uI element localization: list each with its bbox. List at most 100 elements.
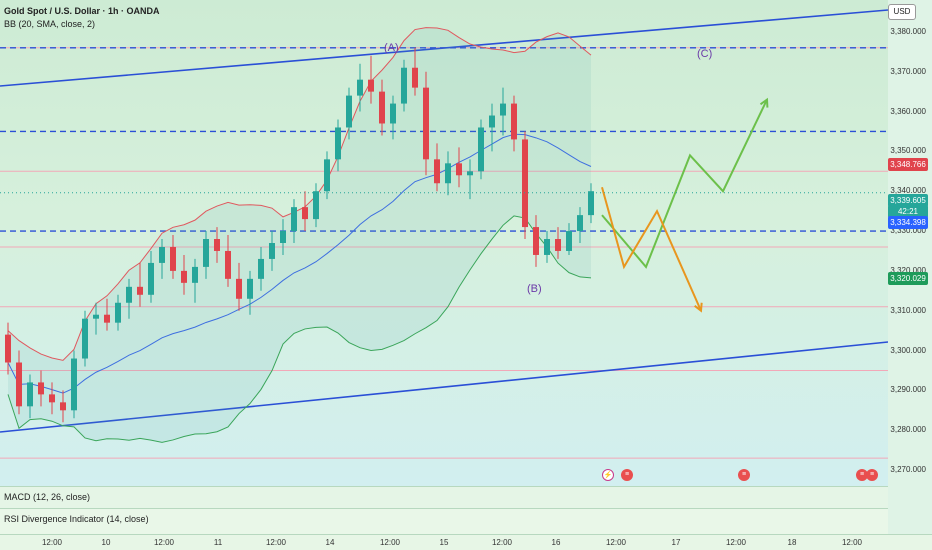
macd-pane[interactable]: MACD (12, 26, close): [0, 486, 888, 508]
price-chart[interactable]: [0, 0, 888, 486]
candle-body: [379, 91, 385, 124]
chart-area[interactable]: [0, 0, 888, 486]
candle-body: [5, 334, 11, 363]
candle-body: [577, 215, 583, 232]
price-tick: 3,270.000: [890, 465, 926, 475]
candle-body: [335, 127, 341, 160]
us-flag-event-icon[interactable]: ≡: [738, 469, 750, 481]
time-tick: 12:00: [379, 538, 401, 547]
candle-body: [126, 286, 132, 303]
us-flag-event-icon[interactable]: ≡: [856, 469, 868, 481]
candle-body: [236, 278, 242, 299]
bb-upper-line: [7, 27, 592, 361]
candle-body: [115, 302, 121, 323]
us-flag-event-icon[interactable]: ≡: [866, 469, 878, 481]
time-tick: 12:00: [265, 538, 287, 547]
time-tick: 12:00: [491, 538, 513, 547]
wave-label-a: (A): [384, 42, 399, 54]
candle-body: [148, 262, 154, 295]
candle-body: [489, 115, 495, 128]
macd-label[interactable]: MACD (12, 26, close): [4, 492, 91, 502]
candle-body: [478, 127, 484, 172]
candle-body: [269, 243, 275, 259]
candle-body: [522, 139, 528, 228]
candle-body: [390, 103, 396, 124]
bar-countdown-tag: 42:21: [888, 205, 928, 218]
time-tick: 12:00: [605, 538, 627, 547]
time-tick: 12:00: [153, 538, 175, 547]
bb-lower-line: [7, 215, 592, 443]
candle-body: [60, 402, 66, 411]
candle-body: [555, 239, 561, 251]
currency-button[interactable]: USD: [888, 4, 916, 20]
time-tick: 11: [213, 538, 223, 547]
lightning-event-icon[interactable]: ⚡: [602, 469, 614, 481]
price-tick: 3,340.000: [890, 186, 926, 196]
candle-body: [401, 67, 407, 104]
time-tick: 12:00: [725, 538, 747, 547]
candle-body: [192, 266, 198, 283]
candle-body: [38, 382, 44, 395]
wave-label-c: (C): [697, 48, 713, 60]
candle-body: [456, 163, 462, 176]
us-flag-event-icon[interactable]: ≡: [621, 469, 633, 481]
rsi-label[interactable]: RSI Divergence Indicator (14, close): [4, 514, 149, 524]
candle-body: [368, 79, 374, 92]
price-tick: 3,330.000: [890, 226, 926, 236]
candle-body: [544, 239, 550, 255]
time-axis[interactable]: 12:00 10 12:00 11 12:00 14 12:00 15 12:00 16 12:00…: [0, 534, 932, 550]
time-tick: 16: [551, 538, 561, 547]
price-tick: 3,280.000: [890, 425, 926, 435]
time-tick: 14: [325, 538, 335, 547]
projection-arrowhead: [694, 302, 703, 313]
rsi-pane[interactable]: RSI Divergence Indicator (14, close): [0, 508, 888, 534]
candle-body: [434, 159, 440, 184]
price-tick: 3,320.000: [890, 265, 926, 275]
candle-body: [511, 103, 517, 140]
price-tick: 3,310.000: [890, 305, 926, 315]
candle-body: [500, 103, 506, 116]
channel-lower-line: [0, 341, 888, 433]
price-tick: 3,370.000: [890, 66, 926, 76]
price-tick: 3,350.000: [890, 146, 926, 156]
candle-body: [93, 314, 99, 319]
candle-body: [71, 358, 77, 411]
candle-body: [16, 362, 22, 407]
projection-arrowhead: [759, 97, 769, 108]
time-tick: 15: [439, 538, 449, 547]
candle-body: [357, 79, 363, 96]
bb-basis-tag: 3,334.398: [888, 216, 928, 229]
candle-body: [170, 246, 176, 271]
candle-body: [181, 270, 187, 283]
price-tick: 3,300.000: [890, 345, 926, 355]
bollinger-legend[interactable]: BB (20, SMA, close, 2): [4, 19, 96, 29]
channel-upper-line: [0, 9, 888, 87]
candle-body: [27, 382, 33, 407]
time-tick: 10: [101, 538, 111, 547]
candle-body: [104, 314, 110, 323]
bb-upper-tag: 3,348.766: [888, 158, 928, 171]
projection-green-path: [601, 99, 768, 269]
candle-body: [588, 191, 594, 216]
candle-body: [82, 318, 88, 359]
time-tick: 18: [787, 538, 797, 547]
candle-body: [533, 227, 539, 255]
time-tick: 12:00: [41, 538, 63, 547]
price-tick: 3,290.000: [890, 385, 926, 395]
candle-body: [159, 246, 165, 263]
candle-body: [247, 278, 253, 299]
candle-body: [313, 191, 319, 220]
symbol-title[interactable]: Gold Spot / U.S. Dollar · 1h · OANDA: [4, 6, 160, 16]
bb-lower-tag: 3,320.029: [888, 272, 928, 285]
time-tick: 17: [671, 538, 681, 547]
candle-body: [49, 394, 55, 403]
candle-body: [302, 207, 308, 220]
bb-fill: [8, 27, 591, 443]
candle-body: [423, 87, 429, 160]
wave-label-b: (B): [527, 283, 542, 295]
candle-body: [203, 239, 209, 267]
bb-basis-line: [7, 133, 592, 394]
candle-body: [324, 159, 330, 192]
candle-body: [291, 207, 297, 232]
candle-body: [258, 258, 264, 279]
